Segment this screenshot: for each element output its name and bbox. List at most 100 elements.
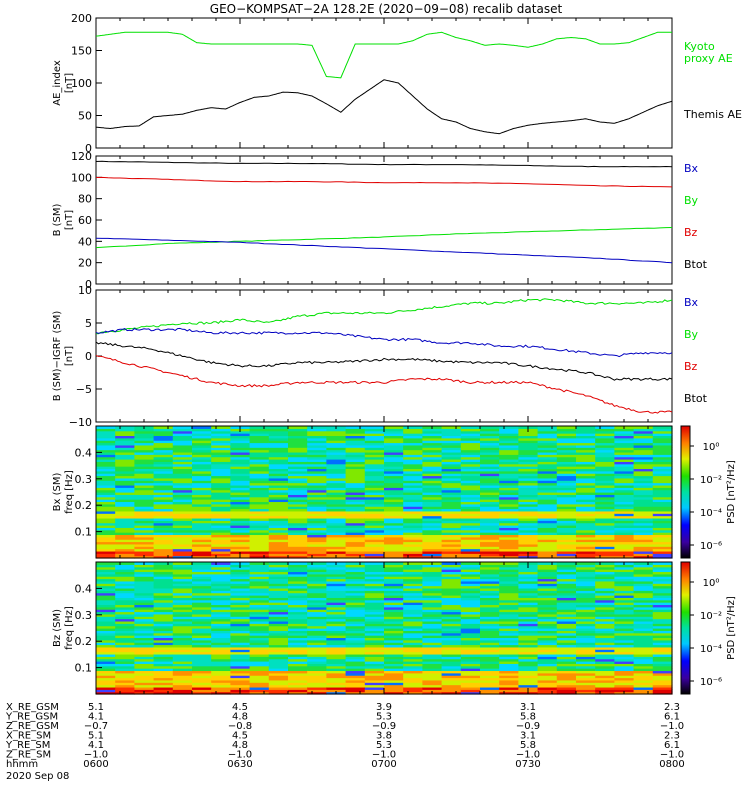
- spectrogram-cell: [556, 451, 577, 455]
- ephemeris-value: 5.8: [520, 740, 536, 751]
- spectrogram-cell: [230, 477, 251, 481]
- spectrogram-cell: [268, 496, 289, 500]
- spectrogram-cell: [403, 644, 423, 648]
- spectrogram-cell: [652, 442, 673, 446]
- spectrogram-cell: [249, 444, 270, 448]
- spectrogram-cell: [230, 670, 251, 674]
- spectrogram-cell: [268, 539, 289, 543]
- spectrogram-cell: [211, 449, 231, 453]
- spectrogram-cell: [288, 477, 308, 481]
- spectrogram-cell: [288, 646, 308, 650]
- spectrogram-cell: [307, 606, 327, 610]
- spectrogram-cell: [480, 635, 500, 639]
- spectrogram-cell: [633, 580, 654, 584]
- spectrogram-cell: [537, 527, 558, 531]
- spectrogram-cell: [556, 426, 577, 429]
- spectrogram-cell: [652, 456, 673, 460]
- spectrogram-cell: [403, 487, 423, 491]
- spectrogram-cell: [345, 684, 366, 688]
- spectrogram-cell: [652, 454, 673, 458]
- spectrogram-cell: [172, 642, 193, 646]
- spectrogram-cell: [96, 656, 116, 660]
- spectrogram-cell: [537, 515, 558, 519]
- spectrogram-cell: [652, 639, 673, 643]
- spectrogram-cell: [576, 668, 596, 672]
- spectrogram-cell: [441, 468, 462, 472]
- spectrogram-cell: [422, 576, 443, 580]
- spectrogram-cell: [595, 672, 615, 676]
- spectrogram-cell: [480, 675, 500, 679]
- spectrogram-cell: [268, 492, 289, 495]
- spectrogram-cell: [537, 609, 558, 613]
- spectrogram-cell: [153, 470, 174, 474]
- spectrogram-cell: [326, 473, 347, 477]
- spectrogram-cell: [345, 609, 366, 613]
- spectrogram-cell: [115, 599, 135, 603]
- spectrogram-cell: [345, 546, 366, 550]
- series-line-2-btot: [95, 341, 673, 381]
- spectrogram-cell: [249, 642, 270, 646]
- spectrogram-cell: [364, 463, 385, 467]
- spectrogram-cell: [556, 578, 577, 582]
- spectrogram-cell: [576, 578, 596, 582]
- spectrogram-cell: [403, 482, 423, 486]
- spectrogram-cell: [96, 437, 116, 441]
- spectrogram-cell: [556, 527, 577, 531]
- spectrogram-cell: [211, 525, 231, 528]
- spectrogram-cell: [288, 506, 308, 510]
- spectrogram-cell: [134, 484, 155, 488]
- spectrogram-cell: [518, 433, 539, 437]
- spectrogram-cell: [307, 580, 327, 584]
- spectrogram-cell: [345, 599, 366, 603]
- spectrogram-cell: [556, 564, 577, 568]
- spectrogram-cell: [614, 496, 635, 500]
- spectrogram-cell: [288, 599, 308, 603]
- spectrogram-cell: [441, 684, 462, 688]
- spectrogram-cell: [652, 658, 673, 662]
- spectrogram-cell: [288, 466, 308, 470]
- spectrogram-cell: [115, 670, 135, 674]
- spectrogram-cell: [172, 466, 193, 470]
- spectrogram-cell: [249, 689, 270, 693]
- spectrogram-cell: [192, 475, 212, 479]
- spectrogram-cell: [460, 639, 481, 643]
- spectrogram-cell: [499, 583, 519, 587]
- spectrogram-cell: [115, 651, 135, 655]
- spectrogram-cell: [249, 675, 270, 679]
- spectrogram-cell: [537, 576, 558, 580]
- spectrogram-cell: [96, 433, 116, 437]
- spectrogram-cell: [326, 522, 347, 526]
- spectrogram-cell: [192, 437, 212, 441]
- spectrogram-cell: [518, 635, 539, 639]
- spectrogram-cell: [537, 595, 558, 598]
- spectrogram-cell: [172, 461, 193, 465]
- spectrogram-cell: [422, 440, 443, 444]
- spectrogram-cell: [96, 644, 116, 648]
- spectrogram-cell: [288, 461, 308, 465]
- spectrogram-cell: [480, 527, 500, 531]
- spectrogram-cell: [518, 489, 539, 493]
- spectrogram-cell: [384, 562, 404, 565]
- spectrogram-cell: [172, 623, 193, 627]
- spectrogram-cell: [211, 675, 231, 679]
- spectrogram-cell: [230, 616, 251, 620]
- spectrogram-cell: [441, 620, 462, 624]
- spectrogram-cell: [288, 499, 308, 503]
- spectrogram-cell: [518, 541, 539, 545]
- spectrogram-cell: [499, 541, 519, 545]
- spectrogram-cell: [268, 639, 289, 643]
- spectrogram-cell: [326, 430, 347, 434]
- spectrogram-cell: [403, 430, 423, 434]
- panel-frame-0: [95, 17, 673, 149]
- spectrogram-cell: [384, 564, 404, 568]
- spectrogram-cell: [115, 459, 135, 462]
- spectrogram-cell: [576, 473, 596, 477]
- spectrogram-cell: [211, 463, 231, 467]
- spectrogram-cell: [230, 665, 251, 669]
- spectrogram-cell: [441, 566, 462, 570]
- spectrogram-cell: [652, 618, 673, 622]
- spectrogram-cell: [96, 522, 116, 526]
- spectrogram-cell: [576, 501, 596, 505]
- spectrogram-cell: [96, 642, 116, 646]
- spectrogram-cell: [345, 668, 366, 672]
